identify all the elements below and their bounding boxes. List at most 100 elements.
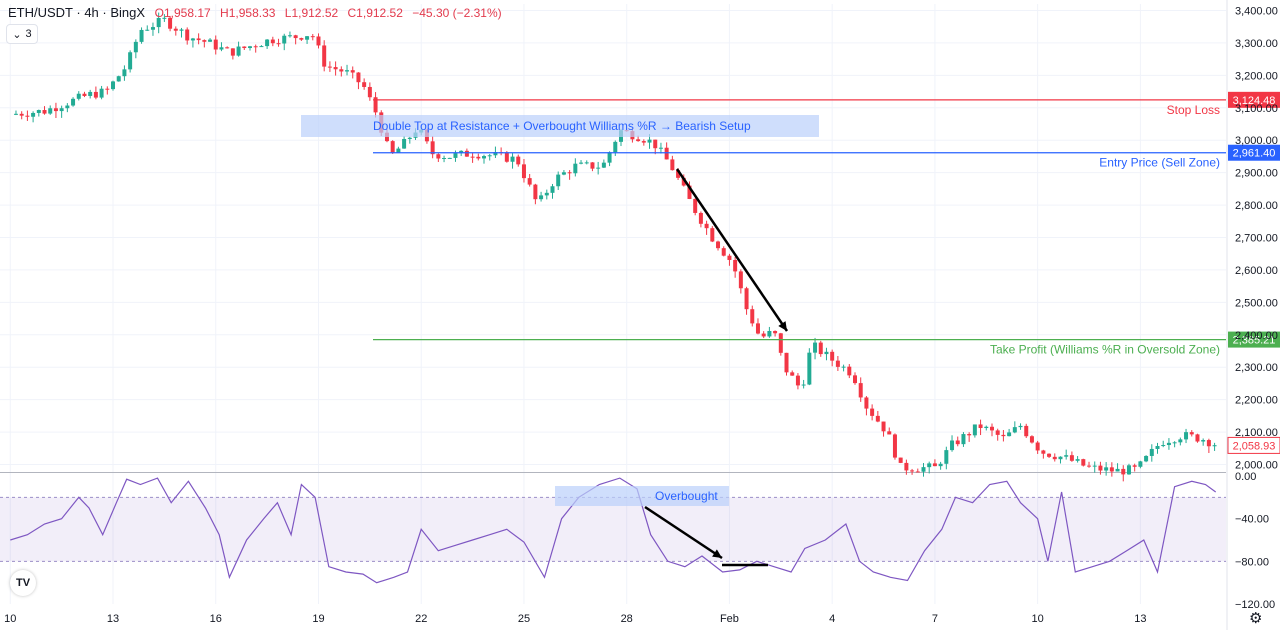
time-tick-label: 16 (210, 613, 222, 625)
candle-down (641, 141, 646, 143)
candle-down (173, 28, 178, 31)
symbol-label[interactable]: ETH/USDT · 4h · BingX (8, 5, 146, 20)
price-tick-label: 3,200.00 (1235, 70, 1278, 82)
candle-up (247, 46, 252, 49)
candle-up (813, 342, 818, 353)
candle-up (950, 440, 955, 451)
candle-down (42, 110, 47, 114)
indicator-toggle-button[interactable]: ⌄ 3 (6, 24, 38, 44)
candle-up (122, 69, 127, 77)
candle-down (915, 471, 920, 473)
candle-up (1184, 432, 1189, 440)
candle-up (459, 150, 464, 154)
price-tick-label: 2,200.00 (1235, 395, 1278, 407)
setup-annotation-box (301, 115, 819, 137)
candle-down (892, 434, 897, 458)
candle-down (727, 255, 732, 260)
candle-up (984, 426, 989, 429)
candle-up (1155, 446, 1160, 449)
time-tick-label: 22 (415, 613, 427, 625)
candle-down (932, 463, 937, 467)
candle-up (647, 139, 652, 143)
candle-down (1001, 434, 1006, 437)
take-profit-price-text: 2,385.21 (1233, 335, 1276, 347)
candle-down (636, 139, 641, 142)
candle-up (613, 141, 618, 153)
candle-down (704, 223, 709, 229)
williams-tick-label: −40.00 (1235, 514, 1269, 526)
candle-down (1052, 456, 1057, 460)
overbought-annotation-text: Overbought (655, 489, 718, 503)
price-tick-label: 2,900.00 (1235, 168, 1278, 180)
candle-up (116, 76, 121, 82)
candle-up (601, 162, 606, 168)
candle-up (767, 330, 772, 337)
candle-up (31, 112, 36, 117)
candle-up (407, 137, 412, 139)
candle-down (350, 70, 355, 73)
candle-up (265, 39, 270, 47)
candle-down (1047, 453, 1052, 457)
open-value: O1,958.17 (154, 6, 211, 20)
candle-down (716, 241, 721, 249)
candle-up (921, 467, 926, 472)
candle-down (276, 43, 281, 45)
candle-down (887, 431, 892, 435)
candle-down (721, 248, 726, 256)
candle-up (938, 463, 943, 467)
candle-up (1092, 465, 1097, 467)
candle-up (556, 174, 561, 187)
candle-down (436, 154, 441, 159)
candle-down (476, 156, 481, 159)
williams-band-fill (0, 497, 1226, 562)
price-tick-label: 3,000.00 (1235, 135, 1278, 147)
entry-price-price-text: 2,961.40 (1233, 148, 1276, 160)
time-tick-label: 13 (107, 613, 119, 625)
price-tick-label: 2,700.00 (1235, 233, 1278, 245)
candle-up (1144, 455, 1149, 462)
gear-icon[interactable]: ⚙ (1249, 610, 1263, 627)
candle-up (658, 147, 663, 149)
candle-up (1018, 425, 1023, 428)
williams-band (0, 496, 1226, 562)
time-tick-label: 28 (621, 613, 633, 625)
overbought-annotation-box (555, 486, 729, 506)
candle-up (482, 156, 487, 159)
candle-up (442, 157, 447, 159)
candle-up (1161, 445, 1166, 447)
candle-down (881, 421, 886, 432)
candle-down (910, 470, 915, 472)
candle-up (287, 35, 292, 37)
candle-down (504, 152, 509, 162)
candle-down (82, 93, 87, 96)
candle-down (858, 383, 863, 398)
annotations: Double Top at Resistance + Overbought Wi… (301, 115, 819, 567)
candle-down (590, 162, 595, 169)
candle-down (1041, 450, 1046, 454)
gridlines (0, 4, 1226, 604)
candle-down (875, 415, 880, 422)
close-value: C1,912.52 (347, 6, 403, 20)
tradingview-logo-icon[interactable]: TV (10, 570, 36, 596)
trade-levels: Stop Loss 3,124.48 Entry Price (Sell Zone)… (373, 91, 1280, 357)
candle-down (516, 156, 521, 165)
candle-down (185, 29, 190, 41)
candle-down (1132, 465, 1137, 467)
candle-down (230, 48, 235, 56)
candle-up (972, 424, 977, 436)
candle-up (156, 17, 161, 28)
price-tick-label: 2,500.00 (1235, 297, 1278, 309)
candle-up (1012, 427, 1017, 433)
candle-down (755, 323, 760, 334)
axes: 3,400.00 3,300.00 3,200.00 3,100.00 3,000.00… (4, 0, 1280, 630)
time-tick-label: 4 (829, 613, 835, 625)
williams-down-arrow (644, 505, 723, 560)
candle-down (464, 150, 469, 157)
candle-down (967, 434, 972, 436)
candle-down (978, 424, 983, 429)
candle-up (71, 98, 76, 106)
candle-down (687, 185, 692, 199)
candle-down (847, 366, 852, 376)
candle-down (373, 97, 378, 113)
